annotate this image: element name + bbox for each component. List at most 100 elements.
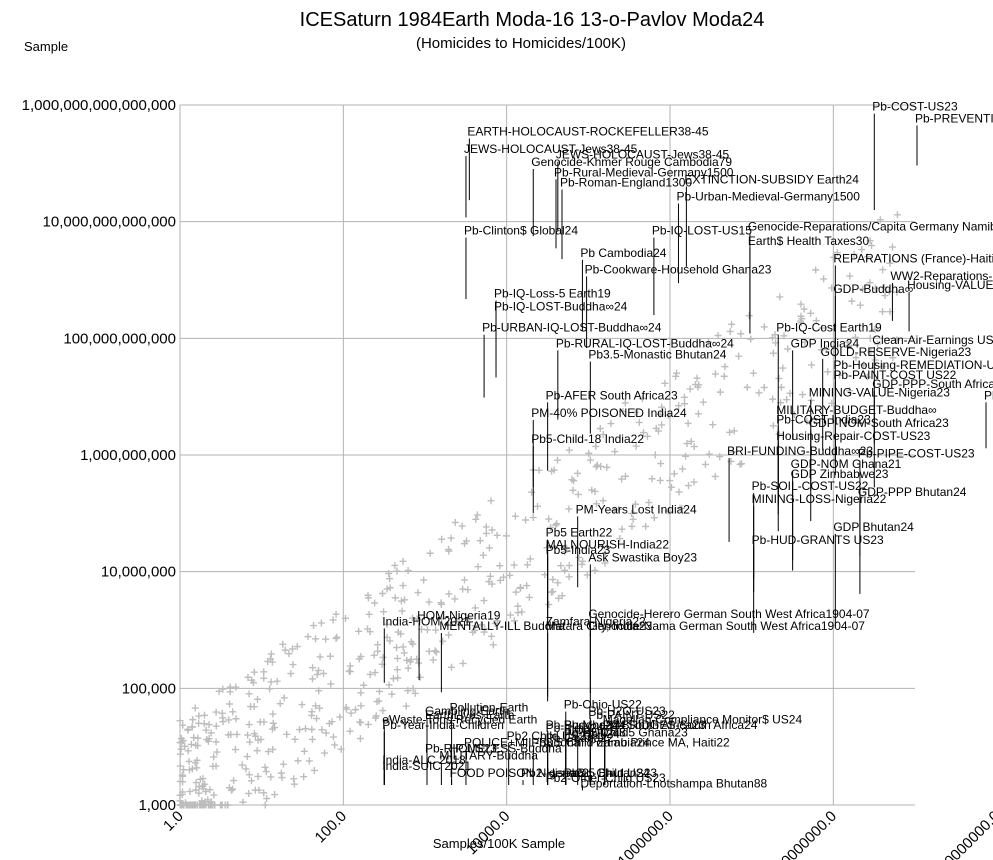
sample-point (601, 549, 609, 557)
annotation-label: Pb3.5 Child Zambia24 (531, 736, 650, 750)
sample-point (264, 748, 272, 756)
sample-point (445, 590, 453, 598)
sample-point (199, 782, 207, 790)
sample-point (565, 573, 573, 581)
sample-point (592, 500, 600, 508)
sample-point (523, 582, 531, 590)
sample-point (322, 635, 330, 643)
sample-point (380, 608, 388, 616)
sample-point (720, 372, 728, 380)
sample-point (679, 465, 687, 473)
sample-point (701, 460, 709, 468)
annotation-label: Pb-IQ-LOST-US15 (652, 224, 752, 238)
sample-point (510, 617, 518, 625)
sample-point (385, 715, 393, 723)
sample-point (736, 460, 744, 468)
sample-point (189, 716, 197, 724)
annotation-label: Pb-IQ-LOST-Buddha∞24 (494, 300, 628, 314)
sample-point (293, 643, 301, 651)
sample-point (246, 738, 254, 746)
annotation-label: PM-40% POISONED India24 (531, 406, 687, 420)
sample-point (694, 410, 702, 418)
sample-point (868, 242, 876, 250)
sample-point (681, 400, 689, 408)
annotation-label: GDP-PPP Bhutan24 (858, 485, 967, 499)
annotation-label: WW2-Reparations-Germany Poland24 (890, 269, 993, 283)
sample-point (848, 297, 856, 305)
annotation-label: HOM-Nigeria19 (417, 609, 501, 623)
sample-point (769, 395, 777, 403)
sample-point (487, 497, 495, 505)
sample-point (267, 678, 275, 686)
sample-point (386, 584, 394, 592)
sample-point (398, 607, 406, 615)
sample-point (365, 610, 373, 618)
sample-point (385, 569, 393, 577)
annotation-label: eWaste-Tons-Recycled Earth (382, 712, 537, 726)
sample-point (244, 673, 252, 681)
sample-point (618, 525, 626, 533)
sample-point (411, 689, 419, 697)
annotation-label: EXTINCTION-SUBSIDY Earth24 (684, 173, 859, 187)
sample-point (379, 589, 387, 597)
sample-point (845, 341, 853, 349)
sample-point (893, 336, 901, 344)
sample-point (779, 364, 787, 372)
sample-point (755, 389, 763, 397)
sample-point (247, 777, 255, 785)
annotation-label: Magellan-Compliance Monitor$ US24 (603, 712, 803, 726)
sample-point (783, 396, 791, 404)
sample-point (313, 671, 321, 679)
sample-point (461, 576, 469, 584)
sample-point (675, 488, 683, 496)
sample-point (181, 742, 189, 750)
sample-point (385, 681, 393, 689)
sample-point (218, 709, 226, 717)
sample-point (289, 661, 297, 669)
sample-point (260, 789, 268, 797)
annotation-label: Port au Prince MA, Haiti22 (588, 736, 730, 750)
sample-point (360, 681, 368, 689)
sample-point (856, 301, 864, 309)
annotation-label: Pb-Buddha24 (546, 718, 620, 732)
annotation-label: Pb-PIPE-COST-US23 (858, 447, 975, 461)
sample-point (807, 396, 815, 404)
sample-point (818, 324, 826, 332)
sample-point (404, 664, 412, 672)
sample-point (408, 614, 416, 622)
sample-point (277, 769, 285, 777)
annotation-label: MENTALLY-ILL Buddha (439, 619, 565, 633)
sample-point (186, 787, 194, 795)
annotation-label: Pb2-Other-Child US23 (546, 771, 666, 785)
sample-point (851, 333, 859, 341)
sample-point (332, 634, 340, 642)
annotation-label: Pb-Rural-Medieval-Germany1500 (554, 165, 734, 179)
sample-point (177, 745, 185, 753)
annotation-label: Pb5 Earth22 (546, 526, 613, 540)
sample-point (308, 735, 316, 743)
sample-point (187, 740, 195, 748)
sample-point (192, 741, 200, 749)
sample-point (471, 626, 479, 634)
sample-point (333, 633, 341, 641)
sample-point (776, 293, 784, 301)
sample-point (775, 374, 783, 382)
sample-point (729, 448, 737, 456)
sample-point (563, 544, 571, 552)
sample-point (195, 712, 203, 720)
sample-point (545, 515, 553, 523)
sample-point (588, 486, 596, 494)
sample-point (347, 709, 355, 717)
sample-point (459, 585, 467, 593)
sample-point (238, 761, 246, 769)
sample-point (482, 523, 490, 531)
sample-point (364, 625, 372, 633)
sample-point (747, 335, 755, 343)
sample-point (346, 662, 354, 670)
sample-point (243, 753, 251, 761)
sample-point (480, 597, 488, 605)
grid-lines (179, 104, 915, 806)
sample-point (447, 534, 455, 542)
sample-point (366, 670, 374, 678)
sample-point (616, 535, 624, 543)
